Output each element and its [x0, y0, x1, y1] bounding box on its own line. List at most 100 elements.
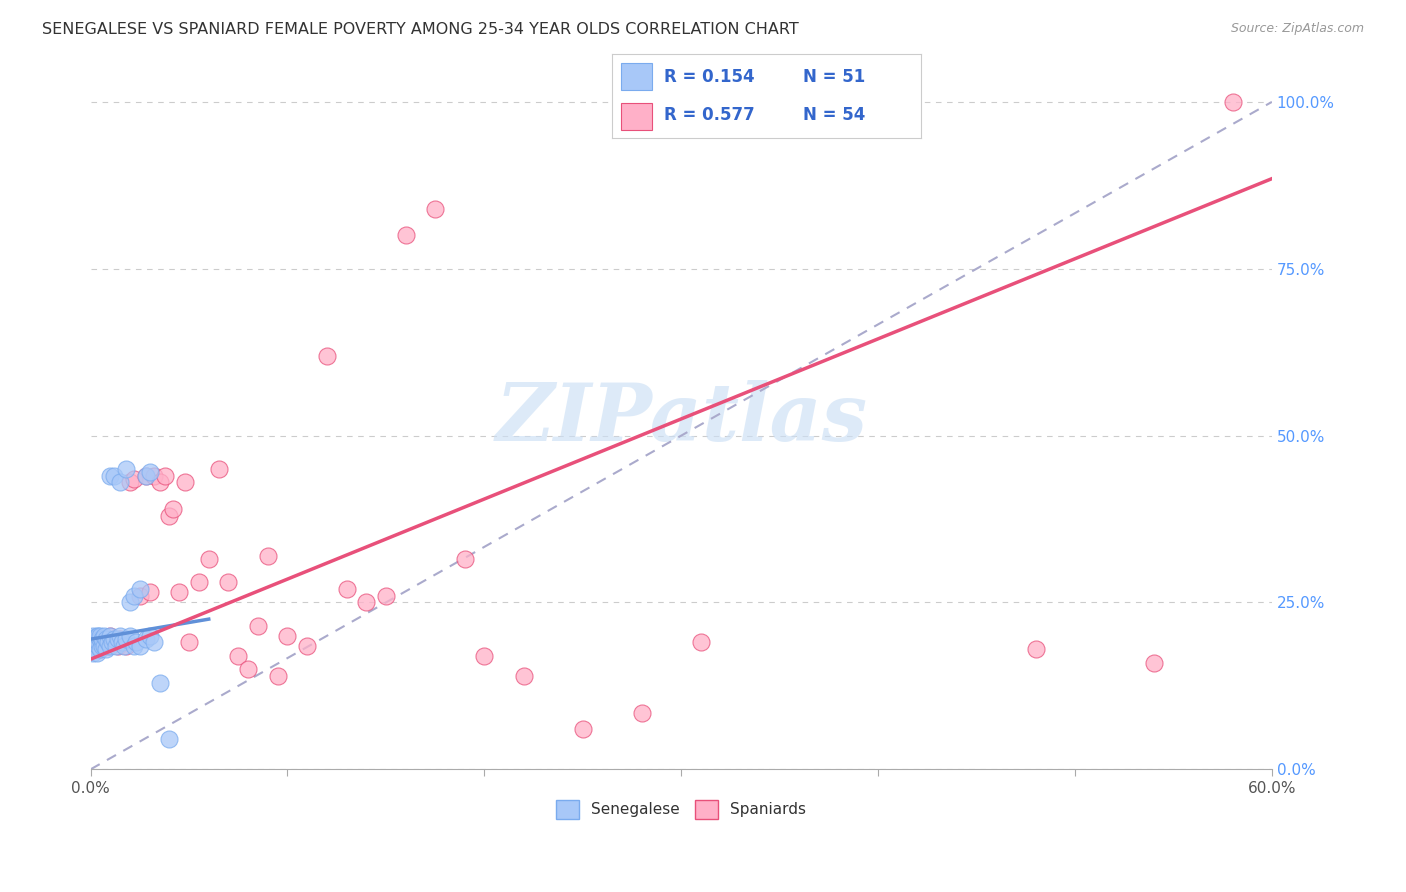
Point — [174, 475, 197, 490]
Point — [197, 552, 219, 566]
Point — [108, 475, 131, 490]
Point — [122, 589, 145, 603]
Legend: Senegalese, Spaniards: Senegalese, Spaniards — [550, 794, 813, 825]
Point — [101, 635, 124, 649]
Point — [155, 468, 177, 483]
Point — [256, 549, 278, 563]
Point — [112, 639, 135, 653]
Point — [87, 639, 110, 653]
Point — [91, 632, 114, 647]
Point — [89, 642, 111, 657]
Point — [474, 648, 496, 663]
Point — [423, 202, 446, 216]
Point — [103, 632, 125, 647]
Point — [157, 732, 180, 747]
Text: N = 51: N = 51 — [803, 69, 866, 87]
Point — [86, 629, 108, 643]
Point — [86, 632, 108, 647]
Point — [83, 632, 105, 647]
Point — [138, 629, 160, 643]
Point — [167, 585, 190, 599]
FancyBboxPatch shape — [621, 62, 652, 90]
Text: SENEGALESE VS SPANIARD FEMALE POVERTY AMONG 25-34 YEAR OLDS CORRELATION CHART: SENEGALESE VS SPANIARD FEMALE POVERTY AM… — [42, 22, 799, 37]
Point — [82, 646, 104, 660]
Point — [118, 629, 141, 643]
Point — [128, 582, 150, 596]
Point — [631, 706, 654, 720]
Point — [93, 639, 115, 653]
Point — [454, 552, 477, 566]
Point — [91, 639, 114, 653]
Text: R = 0.577: R = 0.577 — [664, 106, 755, 124]
Point — [128, 589, 150, 603]
Point — [115, 462, 138, 476]
Point — [82, 629, 104, 643]
Point — [89, 632, 111, 647]
Point — [148, 475, 170, 490]
Point — [118, 475, 141, 490]
Point — [83, 632, 105, 647]
Point — [93, 629, 115, 643]
Point — [295, 639, 318, 653]
Point — [157, 508, 180, 523]
Point — [96, 632, 118, 647]
Point — [276, 629, 298, 643]
Text: Source: ZipAtlas.com: Source: ZipAtlas.com — [1230, 22, 1364, 36]
Point — [162, 502, 184, 516]
Text: ZIPatlas: ZIPatlas — [495, 380, 868, 458]
Point — [111, 635, 134, 649]
Point — [98, 468, 121, 483]
Point — [177, 635, 200, 649]
Point — [89, 629, 111, 643]
Point — [87, 635, 110, 649]
Point — [187, 575, 209, 590]
Point — [98, 629, 121, 643]
Point — [111, 635, 134, 649]
Point — [315, 349, 337, 363]
Point — [374, 589, 396, 603]
Point — [138, 585, 160, 599]
FancyBboxPatch shape — [621, 103, 652, 130]
Point — [97, 639, 120, 653]
Point — [572, 723, 595, 737]
Point — [108, 632, 131, 647]
Point — [125, 635, 148, 649]
Point — [107, 632, 129, 647]
Point — [103, 468, 125, 483]
Point — [86, 639, 108, 653]
Point — [394, 228, 416, 243]
Point — [135, 468, 157, 483]
Text: R = 0.154: R = 0.154 — [664, 69, 755, 87]
Point — [1222, 95, 1244, 109]
Point — [83, 642, 105, 657]
Text: N = 54: N = 54 — [803, 106, 866, 124]
Point — [87, 629, 110, 643]
Point — [96, 642, 118, 657]
Point — [354, 595, 377, 609]
Point — [86, 646, 108, 660]
Point — [91, 635, 114, 649]
Point — [93, 639, 115, 653]
Point — [217, 575, 239, 590]
Point — [135, 632, 157, 647]
Point — [105, 639, 128, 653]
Point — [142, 468, 165, 483]
Point — [98, 639, 121, 653]
Point — [266, 669, 288, 683]
Point — [96, 635, 118, 649]
Point — [226, 648, 249, 663]
Point — [138, 465, 160, 479]
Point — [730, 95, 752, 109]
Point — [87, 632, 110, 647]
Point — [690, 635, 713, 649]
Point — [513, 669, 536, 683]
Point — [135, 468, 157, 483]
Point — [97, 635, 120, 649]
Point — [122, 639, 145, 653]
Point — [115, 632, 138, 647]
Point — [148, 675, 170, 690]
Point — [122, 472, 145, 486]
Point — [103, 635, 125, 649]
Point — [128, 639, 150, 653]
Point — [98, 629, 121, 643]
